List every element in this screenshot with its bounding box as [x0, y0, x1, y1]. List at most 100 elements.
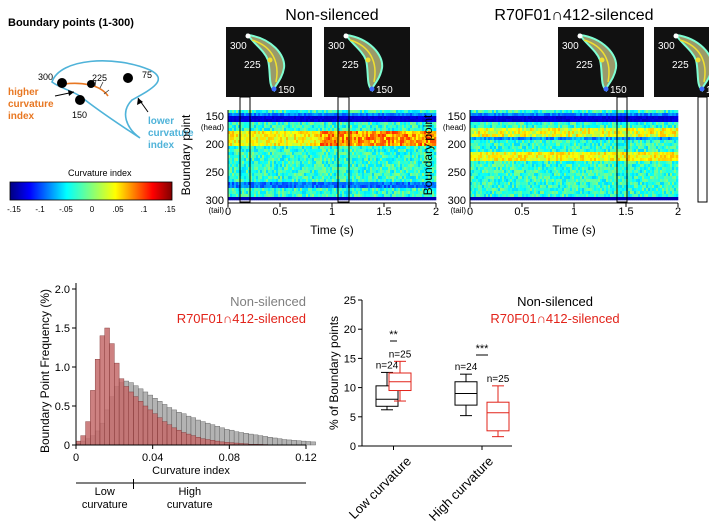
heatmap-cell [578, 167, 581, 171]
heatmap-cell [506, 176, 509, 180]
heatmap-cell [290, 143, 293, 147]
heatmap-cell [306, 119, 309, 123]
heatmap-cell [290, 134, 293, 138]
heatmap-cell [526, 185, 529, 189]
heatmap-cell [482, 152, 485, 156]
heatmap-cell [242, 125, 245, 129]
heatmap-cell [322, 188, 325, 192]
heatmap-cell [578, 194, 581, 198]
heatmap-cell [568, 146, 571, 150]
heatmap-cell [582, 167, 585, 171]
heatmap-cell [236, 110, 239, 114]
heatmap-cell [324, 116, 327, 120]
heatmap-cell [526, 179, 529, 183]
heatmap-cell [546, 182, 549, 186]
heatmap-cell [394, 164, 397, 168]
heatmap-cell [298, 143, 301, 147]
heatmap-cell [328, 143, 331, 147]
heatmap-cell [516, 149, 519, 153]
heatmap-cell [420, 161, 423, 165]
heatmap-cell [310, 137, 313, 141]
heatmap-cell [376, 158, 379, 162]
heatmap-cell [588, 113, 591, 117]
heatmap-cell [298, 179, 301, 183]
heatmap-cell [250, 173, 253, 177]
point-75-dot [123, 73, 133, 83]
heatmap-cell [242, 164, 245, 168]
heatmap-cell [286, 158, 289, 162]
heatmap-cell [414, 131, 417, 135]
heatmap-cell [574, 143, 577, 147]
heatmap-cell [400, 188, 403, 192]
heatmap-cell [566, 143, 569, 147]
heatmap-cell [374, 119, 377, 123]
heatmap-cell [398, 146, 401, 150]
heatmap-cell [582, 182, 585, 186]
heatmap-cell [490, 140, 493, 144]
heatmap-cell [420, 164, 423, 168]
heatmap-cell [392, 161, 395, 165]
heatmap-cell [426, 122, 429, 126]
heatmap-cell [414, 188, 417, 192]
heatmap-cell [580, 155, 583, 159]
heatmap-cell [534, 164, 537, 168]
heatmap-cell [376, 110, 379, 114]
heatmap-cell [564, 140, 567, 144]
heatmap-cell [364, 167, 367, 171]
heatmap-cell [238, 158, 241, 162]
heatmap-cell [336, 176, 339, 180]
heatmap-cell [288, 131, 291, 135]
heatmap-cell [308, 182, 311, 186]
heatmap-cell [278, 125, 281, 129]
heatmap-cell [424, 188, 427, 192]
heatmap-cell [288, 119, 291, 123]
heatmap-cell [302, 110, 305, 114]
heatmap-cell [554, 110, 557, 114]
heatmap-cell [558, 173, 561, 177]
heatmap-cell [480, 164, 483, 168]
heatmap-cell [404, 170, 407, 174]
heatmap-cell [426, 134, 429, 138]
heatmap-cell [560, 161, 563, 165]
heatmap-cell [520, 131, 523, 135]
heatmap-cell [418, 152, 421, 156]
heatmap-cell [360, 170, 363, 174]
heatmap-cell [548, 194, 551, 198]
heatmap-cell [404, 152, 407, 156]
heatmap-cell [290, 158, 293, 162]
heatmap-cell [228, 125, 231, 129]
heatmap-cell [346, 146, 349, 150]
heatmap-cell [264, 143, 267, 147]
heatmap-cell [554, 143, 557, 147]
colorbar [9, 181, 173, 201]
heatmap-cell [430, 191, 433, 195]
heatmap-cell [500, 125, 503, 129]
heatmap-cell [546, 188, 549, 192]
heatmap-cell [558, 128, 561, 132]
heatmap-cell [266, 152, 269, 156]
heatmap-cell [550, 191, 553, 195]
heatmap-cell [326, 110, 329, 114]
heatmap-cell [372, 146, 375, 150]
heatmap-cell [504, 161, 507, 165]
heatmap-cell [244, 140, 247, 144]
heatmap-cell [536, 170, 539, 174]
heatmap-cell [274, 143, 277, 147]
heatmap-cell [586, 173, 589, 177]
heatmap-cell [472, 164, 475, 168]
heatmap-cell [540, 176, 543, 180]
heatmap-cell [296, 158, 299, 162]
heatmap-cell [502, 146, 505, 150]
heatmap-cell [386, 179, 389, 183]
heatmap-cell [542, 134, 545, 138]
x-tick-label: 1 [329, 206, 335, 218]
heatmap-cell [278, 161, 281, 165]
heatmap-cell [524, 161, 527, 165]
heatmap-cell [280, 161, 283, 165]
heatmap-cell [330, 194, 333, 198]
colorbar-tick-label: .05 [112, 205, 124, 214]
heatmap-cell [368, 164, 371, 168]
heatmap-cell [272, 110, 275, 114]
heatmap-cell [550, 182, 553, 186]
heatmap-cell [260, 113, 263, 117]
